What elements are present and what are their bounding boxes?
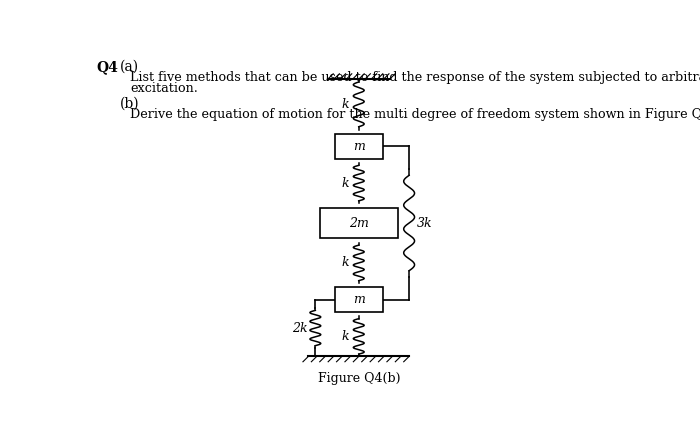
Bar <box>335 287 383 312</box>
Text: Figure Q4(b): Figure Q4(b) <box>318 372 400 385</box>
Text: m: m <box>353 293 365 306</box>
Text: k: k <box>342 256 349 269</box>
Text: k: k <box>342 98 349 111</box>
Text: Q4: Q4 <box>97 60 119 74</box>
Text: m: m <box>353 140 365 153</box>
Text: 2m: 2m <box>349 216 369 229</box>
Text: List five methods that can be used to find the response of the system subjected : List five methods that can be used to fi… <box>130 72 700 85</box>
Text: 3k: 3k <box>417 216 433 229</box>
Text: (a): (a) <box>120 60 139 74</box>
Bar <box>335 134 383 159</box>
Bar <box>320 208 398 237</box>
Text: k: k <box>342 177 349 190</box>
Text: excitation.: excitation. <box>130 82 198 95</box>
Text: (b): (b) <box>120 97 140 111</box>
Text: Derive the equation of motion for the multi degree of freedom system shown in Fi: Derive the equation of motion for the mu… <box>130 108 700 121</box>
Text: k: k <box>342 330 349 343</box>
Text: 2k: 2k <box>292 322 307 335</box>
